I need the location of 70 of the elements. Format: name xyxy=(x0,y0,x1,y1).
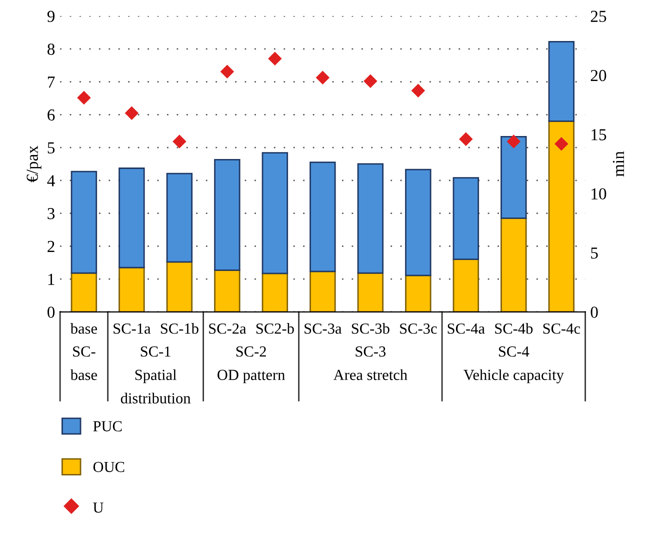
x-tick-label: SC-3b xyxy=(352,323,390,334)
y-tick-label: 9 xyxy=(47,10,55,22)
y-tick-label: 0 xyxy=(48,306,55,318)
point xyxy=(507,134,520,148)
legend-label: OUC xyxy=(93,462,124,472)
bar xyxy=(166,172,193,263)
bar xyxy=(357,163,384,274)
x-tick-label: SC-4a xyxy=(448,324,485,334)
bar xyxy=(500,218,527,312)
point xyxy=(220,65,234,78)
y-tick-label: 6 xyxy=(48,109,55,121)
bar xyxy=(118,168,145,268)
y-tick-label: 3 xyxy=(48,208,55,220)
x-tick-label: SC-3c xyxy=(400,324,437,334)
bar xyxy=(452,258,480,312)
bar xyxy=(70,170,98,274)
bar xyxy=(548,120,575,312)
y-tick-label: 1 xyxy=(48,274,54,285)
y-axis-title: €/pax xyxy=(26,146,42,182)
text: SC- base xyxy=(70,346,97,380)
bar xyxy=(405,168,432,276)
point xyxy=(459,132,472,146)
x-tick-label: SC-4c xyxy=(543,324,580,334)
x-tick-label: SC-3a xyxy=(304,324,342,334)
y2-tick-label: 0 xyxy=(590,306,598,318)
bar xyxy=(118,266,145,312)
bar xyxy=(70,272,98,312)
bar xyxy=(548,40,575,122)
bar xyxy=(262,152,288,274)
x-tick-label: SC-2a xyxy=(209,324,246,334)
point xyxy=(172,134,186,148)
bar xyxy=(214,159,240,271)
y-tick-label: 5 xyxy=(48,142,55,154)
text: SC-3 Area stretch xyxy=(333,346,408,380)
bar xyxy=(214,269,240,312)
bar xyxy=(166,261,193,312)
y-tick-label: 4 xyxy=(47,175,55,186)
x-tick-label: SC2-b xyxy=(256,323,294,334)
bar xyxy=(405,274,432,312)
bar xyxy=(310,270,336,312)
y2-tick-label: 25 xyxy=(590,10,606,22)
text: SC-4 Vehicle capacity xyxy=(464,346,564,384)
y2-tick-label: 5 xyxy=(591,248,598,259)
y2-axis-title: min xyxy=(612,151,624,177)
bar xyxy=(500,136,527,219)
y2-tick-label: 15 xyxy=(592,129,606,140)
bar xyxy=(357,272,384,312)
text: SC-2 OD pattern xyxy=(218,346,285,384)
bar xyxy=(452,177,480,260)
y2-tick-label: 10 xyxy=(592,188,606,200)
x-tick-label: base xyxy=(70,323,97,334)
x-tick-label: SC-1b xyxy=(160,323,198,334)
point xyxy=(554,137,568,150)
y-tick-label: 7 xyxy=(48,76,55,88)
point xyxy=(364,74,378,88)
point xyxy=(412,84,425,98)
point xyxy=(77,91,91,104)
bar xyxy=(310,162,336,272)
legend-label: U xyxy=(93,502,104,513)
y2-tick-label: 20 xyxy=(590,70,606,82)
point xyxy=(125,106,138,120)
y-tick-label: 8 xyxy=(48,44,55,55)
point xyxy=(316,71,330,84)
x-tick-label: SC-1a xyxy=(114,324,151,334)
point xyxy=(268,52,282,66)
legend-label: PUC xyxy=(93,421,122,432)
text: SC-1 Spatial distribution xyxy=(120,346,191,404)
bar xyxy=(262,272,288,312)
y-tick-label: 2 xyxy=(48,240,54,252)
x-tick-label: SC-4b xyxy=(495,323,533,334)
